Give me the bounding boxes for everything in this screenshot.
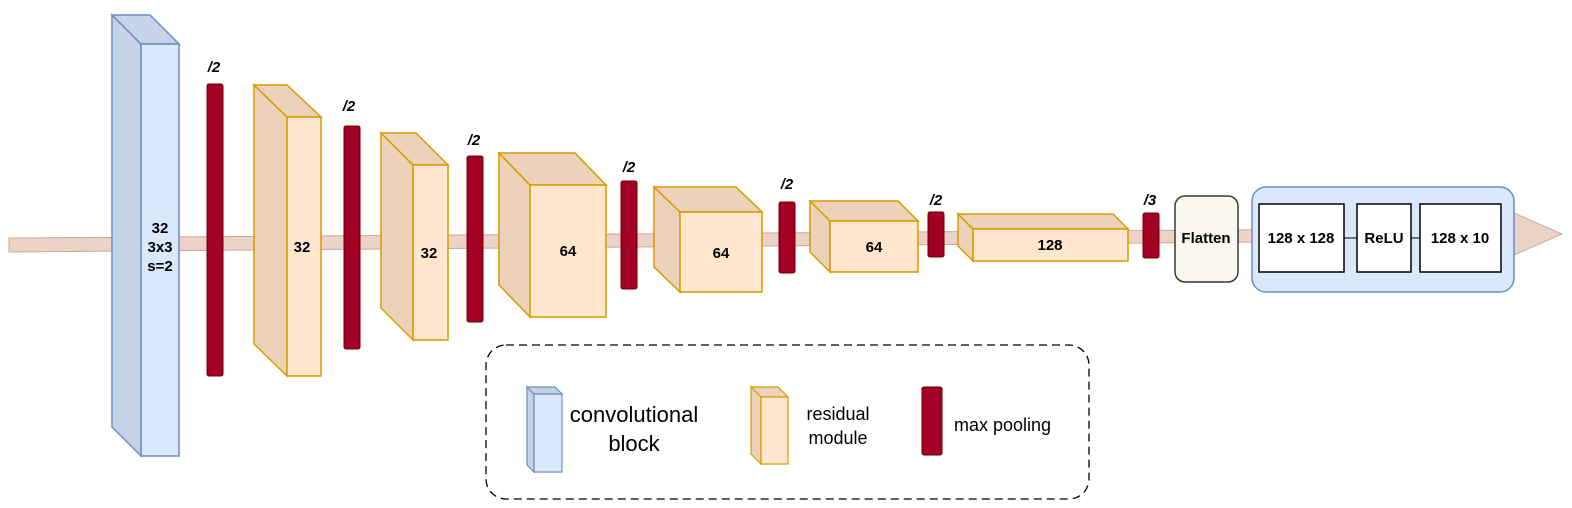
legend-residual-icon xyxy=(749,385,790,466)
residual-module-label: 64 xyxy=(713,245,730,262)
pool-factor-label: /2 xyxy=(780,176,794,193)
max-pool-5: /2 xyxy=(778,176,796,274)
conv-block: 32 3x3 s=2 xyxy=(110,13,181,458)
pool-factor-label: /2 xyxy=(342,98,356,115)
residual-module-3: 64 xyxy=(497,151,608,319)
residual-module-4: 64 xyxy=(652,185,764,294)
residual-module-label: 32 xyxy=(294,239,311,256)
max-pool-6: /2 xyxy=(927,192,945,258)
legend-residual-label-line1: residual xyxy=(806,404,869,424)
flatten-layer: Flatten xyxy=(1174,195,1239,283)
residual-module-label: 32 xyxy=(421,245,438,262)
dense-layer-128x128: 128 x 128 xyxy=(1258,203,1345,273)
max-pool-7: /3 xyxy=(1142,192,1160,259)
dense-head: 128 x 128 ReLU 128 x 10 xyxy=(1251,186,1515,293)
conv-block-label-kernel: 3x3 xyxy=(147,239,172,256)
legend-pool-label: max pooling xyxy=(954,415,1051,435)
conv-block-label-filters: 32 xyxy=(152,220,169,237)
max-pool-1: /2 xyxy=(206,59,224,377)
dense-layer-128x10: 128 x 10 xyxy=(1419,203,1502,273)
pool-factor-label: /2 xyxy=(622,159,636,176)
legend-residual-label-line2: module xyxy=(808,428,867,448)
pool-factor-label: /3 xyxy=(1143,192,1157,209)
dense-layer-label: 128 x 128 xyxy=(1268,230,1335,247)
pool-factor-label: /2 xyxy=(467,132,481,149)
flatten-label: Flatten xyxy=(1181,230,1230,247)
pool-factor-label: /2 xyxy=(207,59,221,76)
relu-layer: ReLU xyxy=(1356,203,1412,273)
max-pool-3: /2 xyxy=(466,132,484,323)
max-pool-2: /2 xyxy=(342,98,361,350)
residual-module-2: 32 xyxy=(379,131,450,342)
residual-module-label: 64 xyxy=(866,239,883,256)
output-layer-label: 128 x 10 xyxy=(1431,230,1489,247)
legend-conv-label-line1: convolutional xyxy=(570,402,698,427)
max-pool-4: /2 xyxy=(620,159,638,290)
legend-pool-icon xyxy=(921,386,943,456)
residual-module-label: 128 xyxy=(1037,237,1062,254)
residual-module-5: 64 xyxy=(808,199,920,274)
residual-module-6: 128 xyxy=(956,212,1130,263)
conv-block-label-stride: s=2 xyxy=(147,258,172,275)
pool-factor-label: /2 xyxy=(929,192,943,209)
legend-conv-icon xyxy=(525,385,564,474)
residual-module-1: 32 xyxy=(252,83,323,378)
legend: convolutional block residual module max … xyxy=(485,344,1090,500)
relu-label: ReLU xyxy=(1364,230,1403,247)
residual-module-label: 64 xyxy=(560,243,577,260)
legend-conv-label-line2: block xyxy=(608,431,660,456)
